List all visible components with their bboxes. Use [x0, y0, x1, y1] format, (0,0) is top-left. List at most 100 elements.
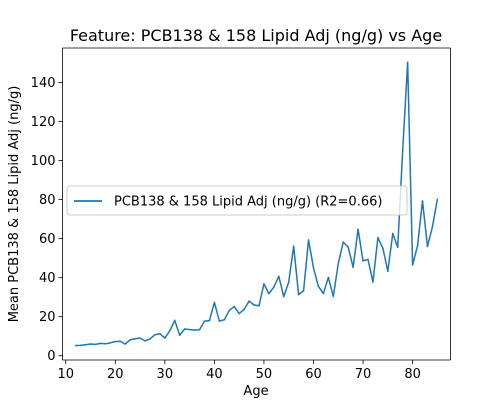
data-point — [213, 301, 216, 304]
data-point — [218, 320, 221, 322]
data-point — [342, 241, 345, 243]
x-axis-label: Age — [243, 384, 268, 399]
y-tick-label: 20 — [39, 310, 56, 325]
data-point — [401, 150, 404, 152]
data-point — [436, 198, 439, 201]
x-tick-label: 50 — [256, 367, 273, 382]
data-point — [377, 236, 379, 239]
data-point — [74, 344, 77, 347]
data-point — [134, 337, 136, 340]
data-point — [317, 285, 320, 288]
data-point — [183, 328, 186, 330]
data-point — [426, 245, 429, 248]
data-point — [124, 343, 126, 345]
legend: PCB138 & 158 Lipid Adj (ng/g) (R2=0.66) — [66, 185, 408, 216]
data-point — [263, 283, 265, 285]
y-axis-label: Mean PCB138 & 158 Lipid Adj (ng/g) — [7, 86, 22, 323]
data-point — [362, 260, 364, 262]
data-point — [89, 343, 92, 345]
data-point — [273, 286, 275, 288]
data-point — [322, 292, 325, 295]
y-axis-ticks: 0 20 40 60 80 100 120 140 — [31, 76, 63, 364]
data-point — [421, 200, 424, 202]
series-line — [75, 61, 439, 347]
data-point — [352, 266, 354, 269]
data-point — [164, 337, 166, 339]
data-point — [109, 342, 112, 344]
data-point — [119, 340, 122, 343]
x-axis-ticks: 10 20 30 40 50 60 70 80 — [57, 360, 421, 382]
data-point — [193, 329, 196, 331]
y-tick-label: 40 — [39, 271, 56, 286]
data-point — [297, 293, 300, 296]
data-point — [387, 270, 389, 273]
data-point — [292, 245, 295, 248]
data-point — [357, 228, 359, 231]
data-point — [188, 328, 191, 331]
chart-title: Feature: PCB138 & 158 Lipid Adj (ng/g) v… — [70, 26, 442, 45]
y-tick-label: 140 — [31, 76, 56, 91]
data-point — [382, 247, 384, 249]
data-point — [114, 340, 117, 343]
data-point — [431, 226, 434, 228]
data-point — [332, 295, 335, 298]
data-point — [406, 61, 409, 64]
data-point — [168, 330, 171, 332]
x-tick-label: 60 — [305, 367, 322, 382]
data-point — [278, 275, 280, 278]
legend-box — [66, 185, 408, 216]
data-point — [302, 289, 305, 292]
data-point — [411, 264, 414, 266]
data-point — [99, 342, 102, 345]
y-tick-label: 0 — [47, 349, 55, 364]
data-point — [104, 343, 107, 345]
data-point — [198, 328, 201, 331]
x-tick-label: 20 — [107, 367, 124, 382]
data-point — [367, 258, 369, 261]
data-point — [287, 281, 290, 283]
data-point — [396, 246, 399, 249]
data-point — [282, 295, 285, 298]
data-point — [223, 319, 226, 321]
axes-frame — [62, 47, 451, 361]
data-point — [268, 292, 270, 295]
data-point — [94, 343, 97, 346]
data-point — [84, 343, 87, 346]
data-point — [253, 304, 255, 306]
data-point — [238, 312, 240, 315]
data-point — [337, 262, 340, 265]
data-point — [391, 232, 394, 235]
data-point — [144, 340, 146, 342]
x-tick-label: 40 — [206, 367, 223, 382]
y-tick-label: 80 — [39, 193, 56, 208]
legend-label: PCB138 & 158 Lipid Adj (ng/g) (R2=0.66) — [114, 195, 382, 210]
data-point — [228, 309, 231, 312]
series-points — [74, 61, 439, 347]
plot-area — [74, 61, 439, 347]
data-point — [372, 281, 374, 283]
data-point — [327, 276, 330, 279]
data-point — [347, 246, 349, 248]
data-point — [159, 332, 161, 335]
data-point — [243, 308, 245, 311]
data-point — [79, 344, 82, 347]
data-point — [139, 337, 141, 339]
data-point — [233, 305, 235, 308]
y-tick-label: 100 — [31, 154, 56, 169]
data-point — [178, 334, 181, 337]
data-point — [248, 300, 250, 302]
y-tick-label: 120 — [31, 115, 56, 130]
data-point — [203, 320, 206, 322]
data-point — [129, 339, 131, 341]
data-point — [149, 338, 151, 340]
y-tick-label: 60 — [39, 232, 56, 247]
data-point — [208, 319, 211, 322]
x-tick-label: 30 — [157, 367, 174, 382]
data-point — [307, 239, 310, 241]
data-point — [312, 267, 315, 269]
data-point — [258, 304, 260, 307]
data-point — [154, 334, 156, 336]
x-tick-label: 10 — [57, 367, 74, 382]
x-tick-label: 70 — [355, 367, 372, 382]
